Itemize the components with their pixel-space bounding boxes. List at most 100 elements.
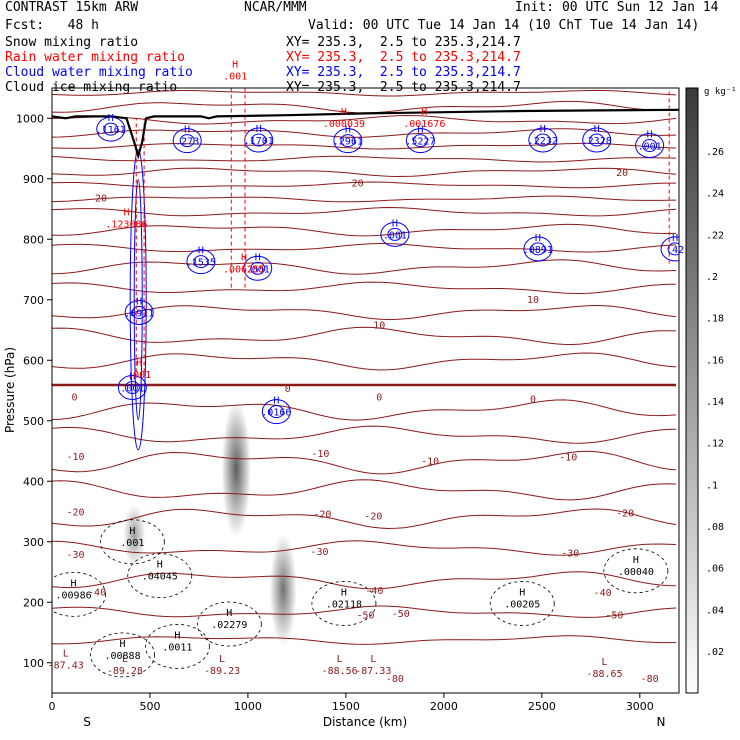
- cloud-water-high-marker: H: [672, 233, 678, 244]
- isotherm-label: -30: [310, 547, 328, 558]
- isotherm-line: [52, 128, 677, 138]
- field-xy-rain: XY= 235.3, 2.5 to 235.3,214.7: [286, 50, 521, 65]
- x-tick-label: 3000: [626, 700, 654, 713]
- colorbar-tick-label: .22: [706, 230, 724, 241]
- cloud-water-high-value: .1701: [244, 136, 274, 147]
- isotherm-label: -10: [311, 449, 329, 460]
- cloud-water-contour: [250, 261, 266, 275]
- colorbar-tick-label: .16: [706, 355, 724, 366]
- x-tick-label: 2000: [430, 700, 458, 713]
- snow-high-value: .0011: [162, 642, 192, 653]
- cloud-water-contour: [523, 236, 553, 262]
- cloud-water-high-value: .273: [175, 137, 199, 148]
- rain-high-marker: H: [232, 59, 238, 70]
- colorbar-scale: [685, 87, 699, 694]
- isotherm-line: [52, 167, 677, 178]
- isotherm-line: [52, 242, 677, 253]
- y-tick-label: 300: [23, 536, 44, 549]
- isotherm-line: [52, 450, 677, 475]
- south-label: S: [83, 715, 91, 729]
- cloud-ice-cell: [269, 534, 297, 647]
- cloud-water-contour: [124, 299, 154, 325]
- isotherm-label: -20: [616, 509, 634, 520]
- isotherm-label: -20: [66, 508, 84, 519]
- cloud-water-contour: [129, 149, 147, 451]
- x-tick-label: 1500: [332, 700, 360, 713]
- y-tick-label: 1000: [16, 112, 44, 125]
- colorbar-tick-label: .12: [706, 439, 724, 450]
- isotherm-label: 10: [527, 295, 539, 306]
- center-label: NCAR/MMM: [244, 0, 307, 15]
- north-label: N: [657, 715, 666, 729]
- cloud-water-high-marker: H: [345, 125, 351, 136]
- isotherm-label: -20: [364, 512, 382, 523]
- cloud-water-high-value: .1535: [186, 258, 216, 269]
- cloud-water-high-value: .0166: [261, 408, 291, 419]
- rain-high-marker: H: [241, 252, 247, 263]
- snow-high-marker: H: [129, 526, 135, 537]
- snow-high-value: .001: [120, 538, 144, 549]
- y-tick-label: 500: [23, 415, 44, 428]
- field-xy-cloud-water: XY= 235.3, 2.5 to 235.3,214.7: [286, 65, 521, 80]
- isotherm-label: -20: [313, 509, 331, 520]
- snow-contour: [489, 581, 555, 626]
- cloud-water-high-value: .001: [383, 230, 407, 241]
- cloud-water-contour: [251, 133, 267, 147]
- colorbar-unit: g kg⁻¹: [704, 87, 737, 97]
- rain-high-value: .001: [223, 71, 247, 82]
- low-marker: L: [370, 654, 376, 665]
- cloud-water-contour: [589, 133, 605, 147]
- cloud-water-high-value: .2232: [528, 136, 558, 147]
- cloud-water-high-value: .1161: [96, 125, 126, 136]
- init-time: Init: 00 UTC Sun 12 Jan 14: [515, 0, 719, 15]
- isotherm-line: [52, 89, 677, 97]
- low-value: -87.33: [355, 666, 391, 677]
- cloud-water-contour: [103, 122, 119, 136]
- isotherm-label: -40: [365, 586, 383, 597]
- snow-contour: [52, 571, 106, 617]
- isotherm-label: 20: [616, 168, 628, 179]
- isotherm-line: [52, 304, 677, 321]
- y-axis-label: Pressure (hPa): [3, 347, 17, 433]
- isotherm-line: [52, 540, 677, 556]
- isotherm-line: [52, 223, 677, 237]
- snow-high-marker: H: [174, 630, 180, 641]
- isotherm-line: [52, 114, 677, 125]
- isotherm-line: [52, 206, 677, 217]
- rain-high-marker: H: [123, 208, 129, 219]
- isotherm-label: -80: [386, 674, 404, 685]
- cloud-water-contour: [193, 255, 209, 269]
- colorbar-tick-label: .04: [706, 605, 724, 616]
- isotherm-label: -10: [421, 457, 439, 468]
- low-marker: L: [337, 654, 343, 665]
- isotherm-line: [52, 326, 677, 346]
- cloud-water-contour: [582, 127, 612, 153]
- snow-high-marker: H: [226, 608, 232, 619]
- field-name-rain: Rain water mixing ratio: [5, 50, 186, 65]
- low-value: -88.56: [322, 666, 358, 677]
- snow-high-value: .00205: [504, 599, 540, 610]
- isotherm-label: 0: [530, 394, 536, 405]
- low-value: -89.28: [107, 666, 143, 677]
- snow-high-marker: H: [633, 555, 639, 566]
- cloud-water-contour: [528, 127, 558, 153]
- cloud-water-contour: [333, 128, 363, 154]
- cloud-ice-cell: [221, 401, 251, 538]
- snow-high-value: .00040: [618, 567, 654, 578]
- low-marker: L: [602, 657, 608, 668]
- x-tick-label: 0: [49, 700, 56, 713]
- snow-contour: [311, 581, 377, 626]
- cloud-water-high-marker: H: [647, 129, 653, 140]
- cloud-water-contour: [172, 128, 202, 154]
- isotherm-line: [52, 479, 677, 501]
- rain-high-value: .000039: [323, 119, 365, 130]
- cloud-water-high-value: .42: [666, 245, 684, 256]
- x-axis-label: Distance (km): [323, 715, 407, 729]
- isotherm-line: [52, 195, 677, 203]
- cloud-water-contour: [535, 133, 551, 147]
- isotherm-label: -40: [88, 587, 106, 598]
- cloud-water-contour: [667, 242, 679, 256]
- rain-high-marker: H: [136, 358, 142, 369]
- cloud-water-high-marker: H: [136, 296, 142, 307]
